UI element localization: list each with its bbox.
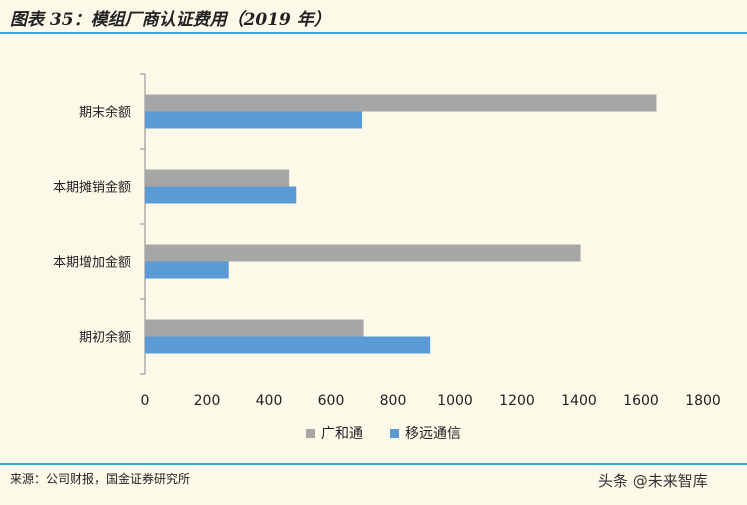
category-label: 期末余额 <box>79 105 131 121</box>
watermark: 头条 @未来智库 <box>598 472 708 490</box>
category-label: 期初余额 <box>79 330 131 346</box>
bar-yy <box>145 186 297 204</box>
x-tick-label: 1200 <box>499 393 535 409</box>
legend-swatch <box>306 429 315 438</box>
bar-gz <box>145 319 364 337</box>
x-tick-label: 1400 <box>561 393 597 409</box>
x-tick-label: 1600 <box>623 393 659 409</box>
legend-swatch <box>390 429 399 438</box>
legend-label: 广和通 <box>321 426 363 442</box>
bar-gz <box>145 94 657 112</box>
x-tick-label: 1800 <box>685 393 721 409</box>
category-label: 本期摊销金额 <box>53 180 131 196</box>
x-tick-label: 400 <box>256 393 283 409</box>
x-tick-label: 200 <box>194 393 221 409</box>
page-title: 图表 35：模组厂商认证费用（2019 年） <box>10 10 331 30</box>
title-divider <box>0 32 747 34</box>
x-tick-label: 0 <box>141 393 150 409</box>
source-note: 来源：公司财报，国金证券研究所 <box>10 472 191 486</box>
bar-yy <box>145 336 431 354</box>
x-tick-label: 1000 <box>437 393 473 409</box>
bar-yy <box>145 261 229 279</box>
x-tick-label: 800 <box>380 393 407 409</box>
legend-label: 移远通信 <box>405 426 461 442</box>
category-label: 本期增加金额 <box>53 255 131 271</box>
footer-divider <box>0 463 747 465</box>
x-tick-label: 600 <box>318 393 345 409</box>
bar-gz <box>145 169 290 187</box>
bar-yy <box>145 111 362 129</box>
title-bar: 图表 35：模组厂商认证费用（2019 年） <box>0 0 747 34</box>
bar-gz <box>145 244 581 262</box>
